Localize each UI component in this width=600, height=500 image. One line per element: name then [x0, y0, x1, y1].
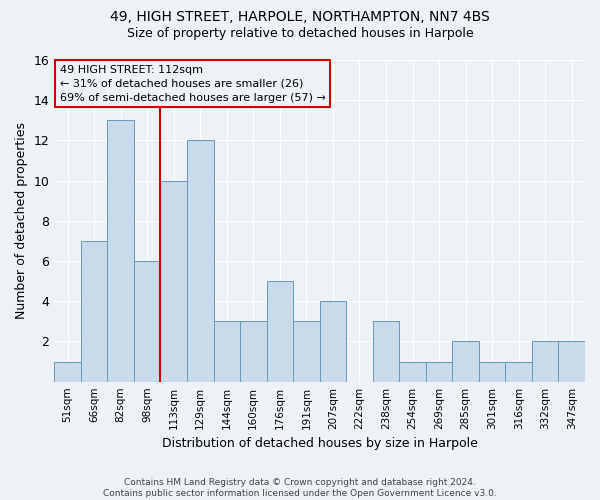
Bar — [479, 362, 505, 382]
Text: Size of property relative to detached houses in Harpole: Size of property relative to detached ho… — [127, 28, 473, 40]
Text: Contains HM Land Registry data © Crown copyright and database right 2024.
Contai: Contains HM Land Registry data © Crown c… — [103, 478, 497, 498]
Bar — [187, 140, 214, 382]
Bar — [320, 302, 346, 382]
Bar — [532, 342, 559, 382]
Bar — [559, 342, 585, 382]
Text: 49, HIGH STREET, HARPOLE, NORTHAMPTON, NN7 4BS: 49, HIGH STREET, HARPOLE, NORTHAMPTON, N… — [110, 10, 490, 24]
Bar — [81, 241, 107, 382]
Bar — [240, 322, 266, 382]
Bar — [107, 120, 134, 382]
Bar — [266, 281, 293, 382]
Bar — [293, 322, 320, 382]
Bar — [214, 322, 240, 382]
Y-axis label: Number of detached properties: Number of detached properties — [15, 122, 28, 320]
Bar — [134, 261, 160, 382]
Bar — [426, 362, 452, 382]
Bar — [373, 322, 399, 382]
Bar — [54, 362, 81, 382]
X-axis label: Distribution of detached houses by size in Harpole: Distribution of detached houses by size … — [162, 437, 478, 450]
Text: 49 HIGH STREET: 112sqm
← 31% of detached houses are smaller (26)
69% of semi-det: 49 HIGH STREET: 112sqm ← 31% of detached… — [59, 65, 325, 103]
Bar — [505, 362, 532, 382]
Bar — [452, 342, 479, 382]
Bar — [160, 180, 187, 382]
Bar — [399, 362, 426, 382]
